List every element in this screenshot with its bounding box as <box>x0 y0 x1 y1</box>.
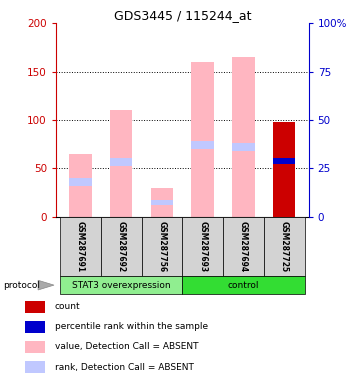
Text: STAT3 overexpression: STAT3 overexpression <box>72 281 170 290</box>
Text: GSM287693: GSM287693 <box>198 221 207 272</box>
Text: rank, Detection Call = ABSENT: rank, Detection Call = ABSENT <box>55 362 194 372</box>
Bar <box>273 122 295 217</box>
Bar <box>60 276 182 294</box>
Bar <box>191 62 214 217</box>
Bar <box>101 217 142 276</box>
Bar <box>232 143 255 151</box>
Bar <box>110 110 132 217</box>
Bar <box>191 141 214 149</box>
Bar <box>264 217 305 276</box>
Text: GSM287691: GSM287691 <box>76 221 85 272</box>
Text: protocol: protocol <box>4 281 40 290</box>
Polygon shape <box>38 280 54 290</box>
Bar <box>182 217 223 276</box>
Title: GDS3445 / 115244_at: GDS3445 / 115244_at <box>114 9 251 22</box>
Bar <box>110 158 132 166</box>
Bar <box>25 361 45 373</box>
Text: GSM287692: GSM287692 <box>117 221 126 272</box>
Bar <box>25 341 45 353</box>
Text: percentile rank within the sample: percentile rank within the sample <box>55 322 208 331</box>
Text: control: control <box>228 281 259 290</box>
Bar <box>25 321 45 333</box>
Text: GSM287694: GSM287694 <box>239 221 248 272</box>
Bar <box>223 217 264 276</box>
Text: GSM287756: GSM287756 <box>157 221 166 272</box>
Bar <box>273 158 295 164</box>
Bar <box>182 276 305 294</box>
Bar <box>151 188 173 217</box>
Bar <box>25 301 45 313</box>
Text: count: count <box>55 302 81 311</box>
Bar <box>69 178 92 186</box>
Bar <box>69 154 92 217</box>
Text: GSM287725: GSM287725 <box>280 221 289 272</box>
Bar <box>151 200 173 205</box>
Bar <box>232 57 255 217</box>
Bar <box>60 217 101 276</box>
Bar <box>142 217 182 276</box>
Text: value, Detection Call = ABSENT: value, Detection Call = ABSENT <box>55 343 199 351</box>
